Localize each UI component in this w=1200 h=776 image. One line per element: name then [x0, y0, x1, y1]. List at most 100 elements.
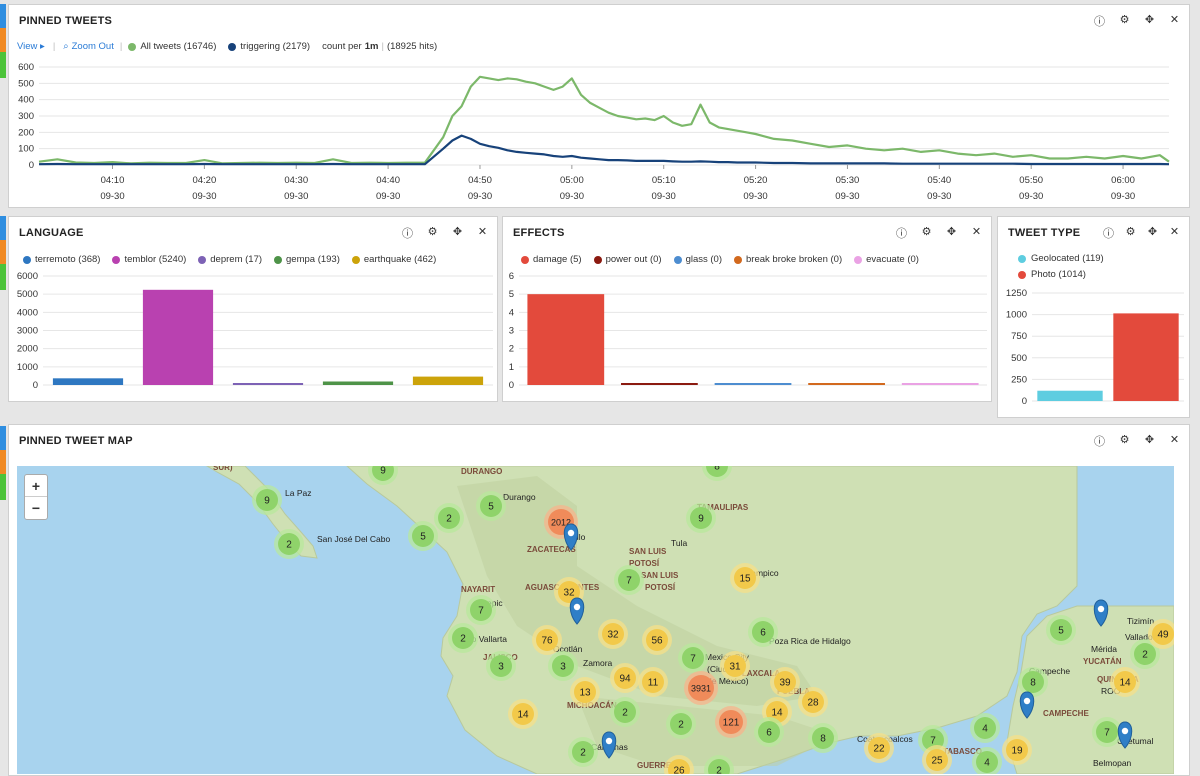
x-tick-label: 05:30	[836, 175, 860, 186]
move-icon[interactable]: ✥	[946, 226, 957, 238]
cluster-count: 6	[760, 628, 766, 639]
close-icon[interactable]: ✕	[1169, 14, 1180, 26]
legend-label: terremoto (368)	[35, 254, 101, 265]
move-icon[interactable]: ✥	[452, 226, 463, 238]
legend-item[interactable]: Photo (1014)	[1018, 269, 1104, 280]
map-place-label: GUERRERO	[637, 761, 683, 770]
gear-icon[interactable]: ⚙	[1125, 226, 1136, 238]
x-tick-label: 04:50	[468, 175, 492, 186]
effects-chart[interactable]: 0 1 2 3 4 5 6	[503, 271, 991, 401]
series-line-all-tweets	[38, 75, 1170, 165]
close-icon[interactable]: ✕	[1169, 226, 1180, 238]
map-place-label: Belmopan	[1093, 758, 1132, 768]
y-tick-label: 300	[18, 111, 34, 122]
legend-item[interactable]: earthquake (462)	[351, 254, 436, 265]
cluster-core	[412, 525, 434, 547]
map-place-label: Mérida	[1091, 644, 1117, 654]
map-canvas[interactable]: SUR) La Paz San José Del Cabo DURANGO Durang…	[17, 466, 1174, 774]
map-place-label: La Paz	[285, 488, 311, 498]
cluster-core	[1114, 671, 1136, 693]
zoom-in-button[interactable]: +	[25, 475, 47, 497]
map-marker-icon	[601, 731, 617, 759]
info-icon[interactable]: ⓘ	[402, 228, 413, 240]
panel-title: PINNED TWEET MAP	[19, 435, 133, 447]
map-place-label: YUCATÁN	[1083, 657, 1122, 666]
gear-icon[interactable]: ⚙	[427, 226, 438, 238]
legend-item-all-tweets[interactable]: All tweets (16746)	[128, 41, 216, 52]
cluster-core	[670, 713, 692, 735]
x-tick-label: 09-30	[927, 191, 951, 202]
legend-item[interactable]: Geolocated (119)	[1018, 253, 1104, 264]
info-icon[interactable]: ⓘ	[1103, 228, 1114, 240]
gear-icon[interactable]: ⚙	[1119, 14, 1130, 26]
cluster-core	[758, 721, 780, 743]
cluster-count: 19	[1011, 746, 1023, 757]
panel-strip-orange	[0, 240, 6, 264]
y-tick-label: 400	[18, 95, 34, 106]
y-tick-label: 0	[33, 380, 38, 391]
cluster-core	[706, 466, 728, 477]
map-place-label: ZACATECAS	[527, 545, 576, 554]
legend-label: evacuate (0)	[866, 254, 919, 265]
cluster-core	[1134, 643, 1156, 665]
y-tick-label: 0	[29, 160, 34, 171]
legend-item[interactable]: glass (0)	[673, 254, 722, 265]
tweet-map[interactable]: SUR) La Paz San José Del Cabo DURANGO Durang…	[17, 466, 1174, 774]
tweet-type-legend: Geolocated (119) Photo (1014)	[1018, 253, 1104, 285]
x-tick-label: 04:10	[101, 175, 125, 186]
map-place-label: MICHOACÁN	[567, 701, 617, 710]
close-icon[interactable]: ✕	[971, 226, 982, 238]
gear-icon[interactable]: ⚙	[1119, 434, 1130, 446]
view-menu[interactable]: View ▸	[17, 41, 45, 52]
cluster-core	[572, 741, 594, 763]
legend-dot	[673, 255, 682, 264]
legend-item-triggering[interactable]: triggering (2179)	[228, 41, 310, 52]
language-chart[interactable]: 0 1000 2000 3000 4000 5000 6000	[9, 271, 497, 401]
panel-strip-green	[0, 264, 6, 290]
cluster-count: 25	[931, 756, 943, 767]
legend-item[interactable]: break broke broken (0)	[734, 254, 842, 265]
legend-dot	[228, 42, 237, 51]
cluster-core	[1152, 623, 1174, 645]
map-place-label: DURANGO	[461, 467, 502, 476]
x-tick-label: 09-30	[100, 191, 124, 202]
move-icon[interactable]: ✥	[1147, 226, 1158, 238]
legend-item[interactable]: deprem (17)	[198, 254, 262, 265]
legend-item[interactable]: gempa (193)	[274, 254, 340, 265]
cluster-core	[1050, 619, 1072, 641]
cluster-count: 5	[420, 532, 426, 543]
y-tick-label: 1000	[17, 362, 38, 373]
timeline-chart[interactable]: 0 100 200 300 400 500 600 04:10 09-30 04:20 09-30 0…	[9, 61, 1179, 207]
info-icon[interactable]: ⓘ	[1094, 436, 1105, 448]
legend-item[interactable]: damage (5)	[521, 254, 582, 265]
move-icon[interactable]: ✥	[1144, 434, 1155, 446]
gear-icon[interactable]: ⚙	[921, 226, 932, 238]
cluster-core	[668, 759, 690, 774]
close-icon[interactable]: ✕	[477, 226, 488, 238]
map-place-label: ROO	[1101, 686, 1121, 696]
tweet-type-chart[interactable]: 0 250 500 750 1000 1250	[998, 289, 1189, 415]
legend-item[interactable]: terremoto (368)	[23, 254, 100, 265]
move-icon[interactable]: ✥	[1144, 14, 1155, 26]
cluster-count: 121	[723, 718, 740, 729]
bar	[808, 383, 885, 385]
y-tick-label: 2	[509, 344, 514, 355]
legend-item[interactable]: temblor (5240)	[112, 254, 186, 265]
cluster-count: 9	[698, 514, 704, 525]
map-marker-dot	[573, 603, 581, 611]
zoom-out-button[interactable]: −	[31, 500, 41, 516]
search-icon[interactable]: ⌕	[63, 41, 69, 52]
count-interval[interactable]: 1m	[364, 41, 379, 52]
panel-controls: ⓘ ⚙ ✥ ✕	[1093, 433, 1181, 449]
cluster-core	[802, 691, 824, 713]
legend-item[interactable]: evacuate (0)	[854, 254, 919, 265]
info-icon[interactable]: ⓘ	[1094, 16, 1105, 28]
map-marker-dot	[1023, 697, 1031, 705]
map-place-label: Zamora	[583, 658, 613, 668]
info-icon[interactable]: ⓘ	[896, 228, 907, 240]
zoom-out-link[interactable]: Zoom Out	[71, 41, 114, 52]
close-icon[interactable]: ✕	[1169, 434, 1180, 446]
y-tick-label: 0	[1022, 396, 1027, 407]
legend-item[interactable]: power out (0)	[593, 254, 662, 265]
legend-label: damage (5)	[533, 254, 582, 265]
